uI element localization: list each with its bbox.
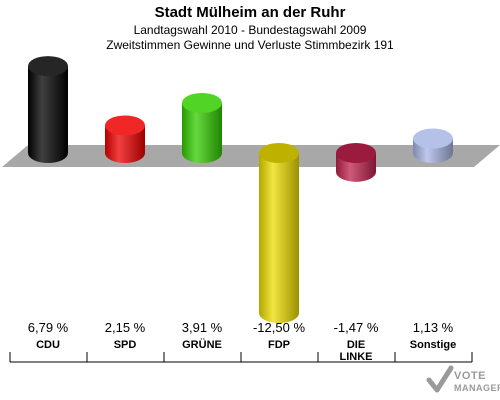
bar-body-cdu <box>28 66 68 163</box>
bar-body-spd <box>105 125 145 163</box>
chart-subtitle-district: Zweitstimmen Gewinne und Verluste Stimmb… <box>106 38 394 52</box>
value-label-die-linke: -1,47 % <box>333 320 379 335</box>
value-label-sonstige: 1,13 % <box>412 320 454 335</box>
bar-body-fdp <box>259 153 299 323</box>
bars-group <box>28 56 453 323</box>
category-label-spd: SPD <box>113 339 137 351</box>
value-label-spd: 2,15 % <box>104 320 146 335</box>
bar-cap-cdu <box>28 56 68 77</box>
bar-grüne <box>182 92 222 163</box>
checkmark-logo-icon <box>426 365 454 393</box>
category-label-die-linke: DIE LINKE <box>339 339 373 363</box>
logo-text-manager: MANAGER <box>454 383 500 393</box>
bar-sonstige <box>413 128 453 163</box>
value-label-fdp: -12,50 % <box>252 320 306 335</box>
bar-cap-sonstige <box>413 128 453 149</box>
value-label-cdu: 6,79 % <box>27 320 69 335</box>
bar-body-grüne <box>182 102 222 163</box>
bar-fdp <box>259 143 299 323</box>
value-label-grüne: 3,91 % <box>181 320 223 335</box>
logo-text-vote: VOTE <box>454 370 486 382</box>
category-label-fdp: FDP <box>268 339 290 351</box>
chart-subtitle-election: Landtagswahl 2010 - Bundestagswahl 2009 <box>133 23 367 37</box>
vote-manager-logo: VOTE MANAGER <box>426 363 500 397</box>
bar-cap-grüne <box>182 92 222 113</box>
bar-cap-die-linke <box>336 143 376 163</box>
category-label-sonstige: Sonstige <box>409 339 457 351</box>
chart-title: Stadt Mülheim an der Ruhr <box>154 4 346 21</box>
category-axis <box>9 352 473 363</box>
bar-cap-fdp <box>259 143 299 163</box>
bar-cdu <box>28 56 68 163</box>
bar-spd <box>105 115 145 163</box>
category-label-cdu: CDU <box>36 339 60 351</box>
bar-die-linke <box>336 143 376 182</box>
bar-cap-spd <box>105 115 145 136</box>
category-label-grüne: GRÜNE <box>182 339 222 351</box>
